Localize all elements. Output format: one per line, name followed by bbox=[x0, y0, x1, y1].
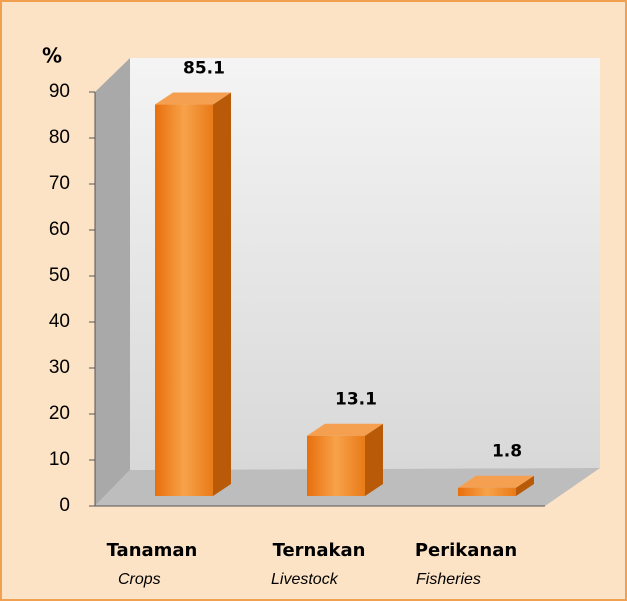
x-tick-label: Tanaman bbox=[107, 540, 198, 561]
x-tick-sublabel: Fisheries bbox=[416, 571, 481, 588]
y-tick-label: 30 bbox=[49, 357, 70, 378]
bar bbox=[155, 104, 213, 496]
y-tick-label: 90 bbox=[49, 81, 70, 102]
bar bbox=[307, 435, 365, 496]
y-tick-label: 0 bbox=[59, 495, 70, 516]
back-wall bbox=[130, 58, 600, 470]
y-tick-label: 40 bbox=[49, 311, 70, 332]
x-tick-label: Perikanan bbox=[415, 540, 517, 561]
bar-top bbox=[155, 92, 231, 105]
value-label: 85.1 bbox=[183, 59, 225, 79]
y-axis-label: % bbox=[42, 44, 62, 68]
x-tick-sublabel: Crops bbox=[118, 571, 161, 588]
value-label: 13.1 bbox=[335, 390, 377, 410]
bar-top bbox=[307, 423, 383, 436]
bar-side bbox=[365, 423, 383, 496]
value-label: 1.8 bbox=[492, 442, 522, 462]
y-tick-label: 20 bbox=[49, 403, 70, 424]
bar-top bbox=[458, 475, 534, 488]
y-tick-label: 50 bbox=[49, 265, 70, 286]
bar-side bbox=[516, 475, 534, 496]
side-wall bbox=[95, 58, 130, 506]
bar bbox=[458, 487, 516, 496]
bar-side bbox=[213, 92, 231, 496]
x-tick-label: Ternakan bbox=[273, 540, 366, 561]
y-tick-label: 80 bbox=[49, 127, 70, 148]
x-tick-sublabel: Livestock bbox=[271, 571, 339, 588]
y-tick-label: 60 bbox=[49, 219, 70, 240]
y-tick-label: 10 bbox=[49, 449, 70, 470]
y-tick-label: 70 bbox=[49, 173, 70, 194]
